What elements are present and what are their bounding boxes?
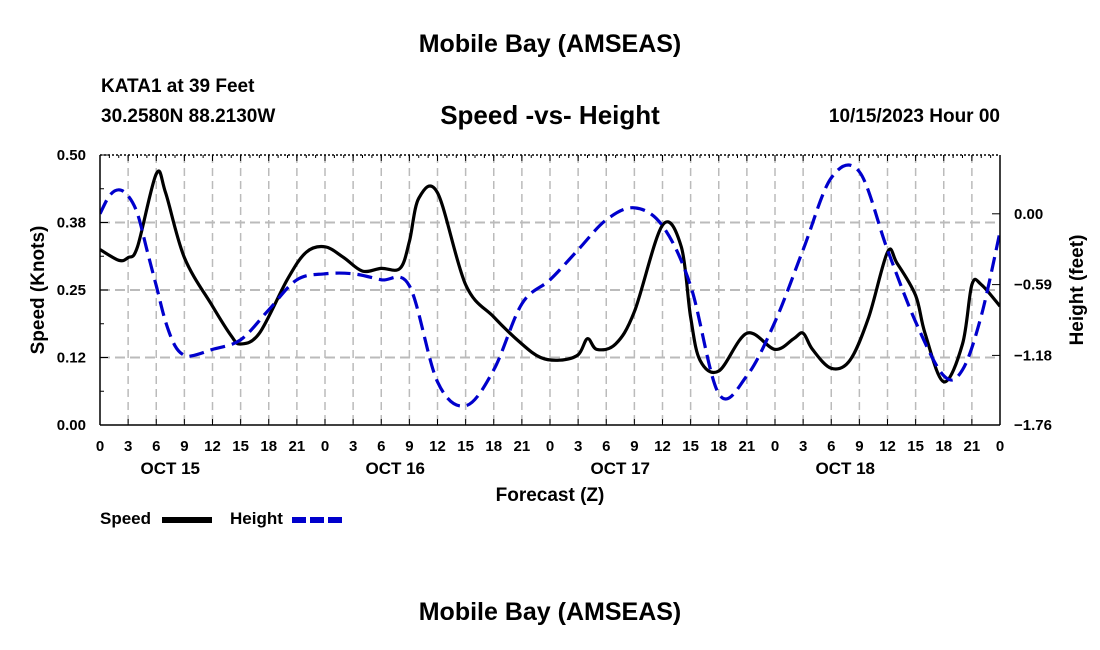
chart-subtitle: Speed -vs- Height [440, 100, 660, 130]
x-tick-label: 6 [827, 438, 835, 455]
x-tick-label: 21 [514, 438, 531, 455]
x-tick-label: 18 [710, 438, 727, 455]
y2-tick-label: −1.76 [1014, 417, 1052, 434]
x-tick-label: 21 [964, 438, 981, 455]
x-tick-label: 12 [429, 438, 446, 455]
x-tick-label: 3 [349, 438, 357, 455]
x-tick-label: 12 [879, 438, 896, 455]
chart-title: Mobile Bay (AMSEAS) [418, 30, 682, 58]
date-label: OCT 15 [140, 459, 200, 478]
x-tick-label: 18 [485, 438, 502, 455]
y-tick-label: 0.50 [57, 147, 86, 164]
date-label: OCT 17 [590, 459, 650, 478]
x-tick-label: 15 [682, 438, 699, 455]
legend-height-label: Height [230, 509, 283, 528]
x-tick-label: 21 [739, 438, 756, 455]
x-tick-label: 12 [654, 438, 671, 455]
x-tick-label: 12 [204, 438, 221, 455]
x-tick-label: 15 [907, 438, 924, 455]
y2-tick-label: −0.59 [1014, 277, 1052, 294]
y2-tick-label: 0.00 [1014, 206, 1043, 223]
date-label: OCT 16 [365, 459, 425, 478]
y-axis-title: Speed (Knots) [28, 226, 49, 355]
y2-axis-title: Height (feet) [1067, 235, 1088, 346]
x-tick-label: 21 [289, 438, 306, 455]
x-tick-label: 0 [321, 438, 329, 455]
station-coordinates: 30.2580N 88.2130W [101, 106, 276, 127]
y-tick-label: 0.38 [57, 215, 86, 232]
y-tick-label: 0.00 [57, 417, 86, 434]
x-tick-label: 3 [574, 438, 582, 455]
x-axis-title: Forecast (Z) [496, 485, 605, 506]
footer-title: Mobile Bay (AMSEAS) [418, 598, 682, 626]
x-tick-label: 9 [405, 438, 413, 455]
forecast-datetime: 10/15/2023 Hour 00 [828, 106, 1000, 127]
x-tick-label: 9 [180, 438, 188, 455]
x-tick-label: 15 [457, 438, 474, 455]
y-tick-label: 0.25 [57, 282, 86, 299]
y-tick-label: 0.12 [57, 350, 86, 367]
x-tick-label: 15 [232, 438, 249, 455]
x-tick-label: 0 [771, 438, 779, 455]
x-tick-label: 3 [799, 438, 807, 455]
x-tick-label: 6 [152, 438, 160, 455]
x-tick-label: 0 [546, 438, 554, 455]
x-tick-label: 9 [855, 438, 863, 455]
x-tick-label: 9 [630, 438, 638, 455]
y2-tick-label: −1.18 [1014, 347, 1052, 364]
height-series-line [100, 163, 1000, 408]
station-label: KATA1 at 39 Feet [101, 76, 255, 97]
x-tick-label: 6 [377, 438, 385, 455]
x-tick-label: 0 [96, 438, 104, 455]
x-tick-label: 18 [260, 438, 277, 455]
date-label: OCT 18 [815, 459, 875, 478]
x-tick-label: 0 [996, 438, 1004, 455]
x-tick-label: 3 [124, 438, 132, 455]
x-tick-label: 6 [602, 438, 610, 455]
x-tick-label: 18 [935, 438, 952, 455]
legend-speed-label: Speed [100, 509, 152, 528]
